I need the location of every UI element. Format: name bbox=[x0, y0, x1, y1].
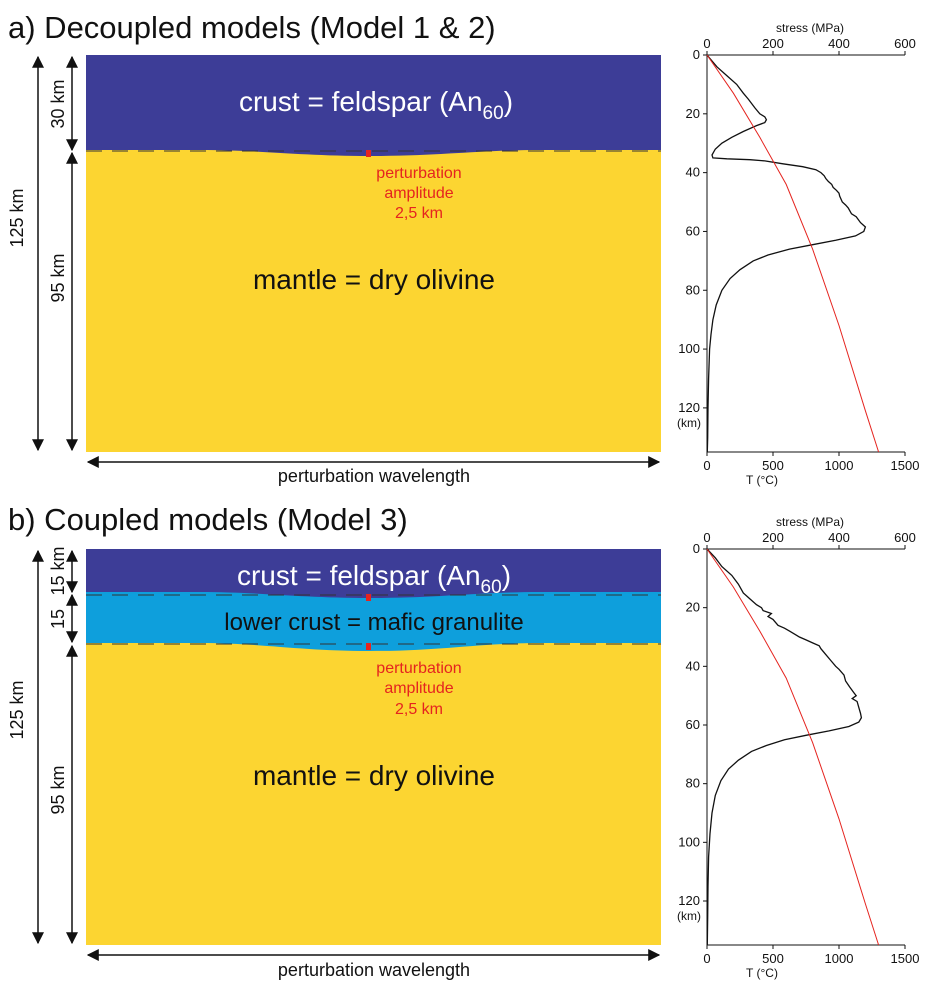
panel-a-mantle-label: mantle = dry olivine bbox=[253, 264, 495, 295]
chart-a-depth-tick-label: 0 bbox=[693, 47, 700, 62]
chart-a-depth-tick-label: 120 bbox=[678, 400, 700, 415]
chart-a-temperature-profile-line bbox=[706, 54, 880, 453]
panel-b-lower-crust-thickness-label: 15 bbox=[48, 609, 68, 629]
panel-b-crust-layer bbox=[86, 549, 661, 598]
svg-text:perturbation: perturbation bbox=[376, 660, 461, 677]
chart-a-temperature-axis-label: T (°C) bbox=[746, 473, 778, 487]
chart-b-depth-unit-label: (km) bbox=[677, 909, 701, 923]
chart-a-temperature-tick-label: 500 bbox=[762, 458, 784, 473]
chart-a-stress-tick-label: 0 bbox=[703, 36, 710, 51]
chart-b-stress-axis-label: stress (MPa) bbox=[776, 515, 844, 529]
chart-a-stress-tick-label: 400 bbox=[828, 36, 850, 51]
panel-a-total-thickness-label: 125 km bbox=[7, 188, 27, 247]
chart-a-stress-tick-label: 200 bbox=[762, 36, 784, 51]
panel-b-mantle-label: mantle = dry olivine bbox=[253, 760, 495, 791]
panel-b: b) Coupled models (Model 3) crust = feld… bbox=[7, 502, 661, 980]
panel-b-perturbation-label: perturbation amplitude 2,5 km bbox=[376, 660, 461, 718]
chart-a-depth-tick-label: 40 bbox=[686, 165, 700, 180]
chart-b-depth-tick-label: 120 bbox=[678, 893, 700, 908]
chart-a-stress-profile-line bbox=[706, 54, 867, 453]
chart-a-depth-tick-label: 80 bbox=[686, 282, 700, 297]
chart-a-stress-tick-label: 600 bbox=[894, 36, 916, 51]
panel-b-lower-perturbation-marker bbox=[366, 643, 371, 650]
chart-b-stress-profile-line bbox=[706, 548, 863, 946]
chart-b-stress-tick-label: 0 bbox=[703, 530, 710, 545]
chart-a-temperature-tick-label: 1000 bbox=[825, 458, 854, 473]
chart-b-depth-tick-label: 60 bbox=[686, 717, 700, 732]
chart-b-temperature-tick-label: 0 bbox=[703, 951, 710, 966]
chart-a-depth-unit-label: (km) bbox=[677, 416, 701, 430]
panel-b-title: b) Coupled models (Model 3) bbox=[8, 502, 408, 537]
chart-b-depth-tick-label: 100 bbox=[678, 834, 700, 849]
chart-b-depth-tick-label: 80 bbox=[686, 776, 700, 791]
panel-a-mantle-thickness-label: 95 km bbox=[48, 253, 68, 302]
panel-a-wavelength-label: perturbation wavelength bbox=[278, 466, 470, 486]
panel-b-lower-crust-label: lower crust = mafic granulite bbox=[224, 609, 523, 636]
chart-a-depth-tick-label: 100 bbox=[678, 341, 700, 356]
chart-b-temperature-axis-label: T (°C) bbox=[746, 966, 778, 980]
panel-a: a) Decoupled models (Model 1 & 2) crust … bbox=[7, 10, 661, 486]
chart-b-temperature-tick-label: 1000 bbox=[825, 951, 854, 966]
panel-b-lower-crust-layer bbox=[86, 591, 661, 651]
panel-b-upper-perturbation-marker bbox=[366, 594, 371, 601]
chart-a-depth-tick-label: 60 bbox=[686, 223, 700, 238]
svg-text:2,5 km: 2,5 km bbox=[395, 205, 443, 222]
panel-a-perturbation-marker bbox=[366, 150, 371, 157]
chart-b-stress-tick-label: 600 bbox=[894, 530, 916, 545]
chart-b-temperature-tick-label: 1500 bbox=[891, 951, 920, 966]
chart-a-temperature-tick-label: 1500 bbox=[891, 458, 920, 473]
svg-text:perturbation: perturbation bbox=[376, 165, 461, 182]
chart-b-depth-tick-label: 20 bbox=[686, 600, 700, 615]
panel-a-crust-label: crust = feldspar (An60) bbox=[239, 86, 513, 124]
chart-b-temperature-tick-label: 500 bbox=[762, 951, 784, 966]
panel-b-total-thickness-label: 125 km bbox=[7, 680, 27, 739]
panel-b-mantle-thickness-label: 95 km bbox=[48, 765, 68, 814]
chart-b-stress-tick-label: 200 bbox=[762, 530, 784, 545]
chart-a-depth-tick-label: 20 bbox=[686, 106, 700, 121]
panel-a-title: a) Decoupled models (Model 1 & 2) bbox=[8, 10, 496, 45]
panel-a-crust-thickness-label: 30 km bbox=[48, 79, 68, 128]
svg-text:amplitude: amplitude bbox=[384, 185, 453, 202]
panel-a-crust-layer bbox=[86, 55, 661, 156]
panel-b-wavelength-label: perturbation wavelength bbox=[278, 960, 470, 980]
chart-a-temperature-tick-label: 0 bbox=[703, 458, 710, 473]
svg-text:amplitude: amplitude bbox=[384, 680, 453, 697]
chart-b-depth-tick-label: 40 bbox=[686, 658, 700, 673]
panel-a-perturbation-label: perturbation amplitude 2,5 km bbox=[376, 165, 461, 222]
panel-b-upper-crust-thickness-label: 15 km bbox=[48, 546, 68, 595]
chart-b-stress-tick-label: 400 bbox=[828, 530, 850, 545]
chart-b-temperature-profile-line bbox=[706, 548, 880, 946]
chart-b-depth-tick-label: 0 bbox=[693, 541, 700, 556]
panel-b-crust-label: crust = feldspar (An60) bbox=[237, 560, 511, 598]
chart-a-stress-axis-label: stress (MPa) bbox=[776, 21, 844, 35]
svg-text:2,5 km: 2,5 km bbox=[395, 701, 443, 718]
